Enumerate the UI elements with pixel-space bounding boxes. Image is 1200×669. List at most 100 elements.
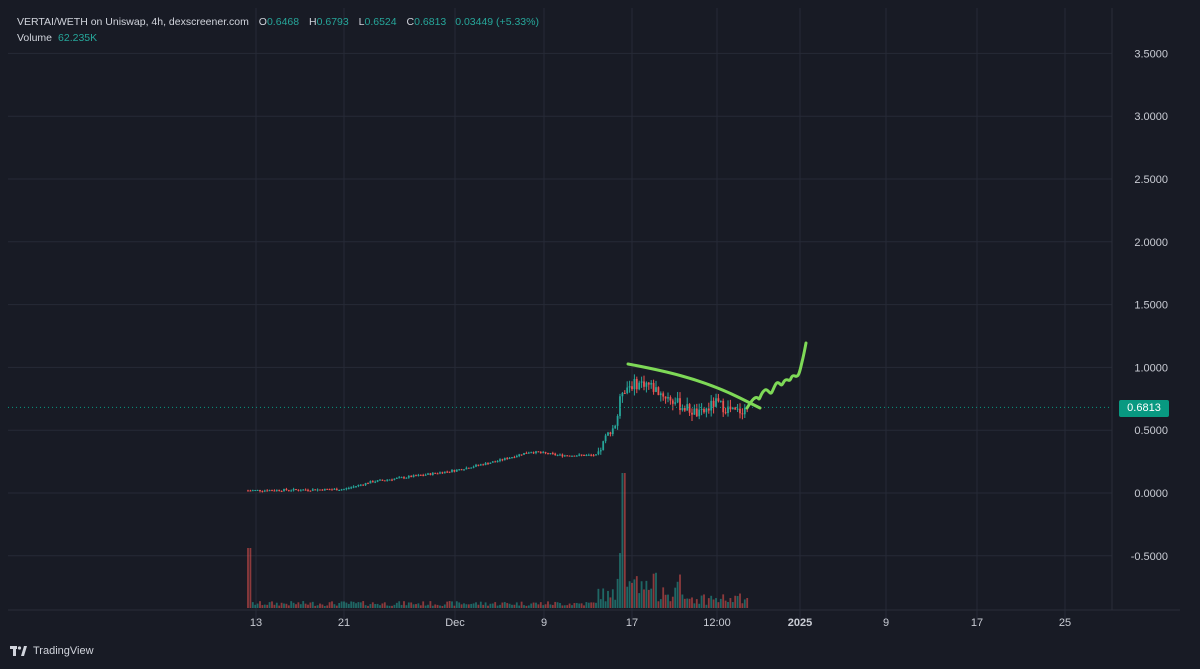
volume-bar (503, 602, 506, 608)
volume-bar (321, 604, 324, 608)
candle-body (403, 477, 405, 479)
y-tick-label: 0.0000 (1134, 488, 1168, 500)
volume-bar (299, 604, 302, 608)
candle-body (249, 490, 252, 492)
candle-body (285, 489, 288, 491)
candle-body (578, 454, 581, 456)
volume-bar (266, 604, 269, 608)
candle-body (415, 475, 417, 477)
candle-body (247, 490, 249, 492)
candle-body (695, 408, 698, 417)
candle-body (621, 392, 624, 397)
volume-bar (491, 603, 494, 608)
volume-bar (448, 601, 451, 608)
candle-body (381, 479, 384, 481)
volume-bar (283, 603, 285, 608)
candle-body (513, 457, 516, 459)
candle-body (487, 462, 489, 464)
candle-body (527, 452, 530, 454)
candle-body (523, 452, 525, 455)
candle-body (496, 461, 499, 463)
volume-bar (422, 601, 425, 608)
volume-bar (683, 598, 686, 608)
volume-bar (393, 604, 396, 608)
x-tick-label: 9 (541, 617, 547, 629)
volume-bar (585, 602, 588, 608)
volume-bar (657, 601, 660, 608)
candle-body (302, 489, 305, 491)
volume-bar (619, 553, 621, 608)
volume-bar (501, 602, 504, 608)
candle-body (386, 479, 389, 481)
candle-body (374, 481, 377, 483)
volume-bar (278, 605, 281, 608)
volume-bar (578, 603, 581, 608)
brand-label: TradingView (33, 645, 94, 657)
y-tick-label: 2.0000 (1134, 237, 1168, 249)
volume-bar (302, 601, 305, 608)
volume-bar (489, 603, 492, 608)
volume-bar (693, 603, 696, 608)
volume-bar (434, 604, 437, 608)
tradingview-brand[interactable]: TradingView (10, 645, 94, 657)
candle-body (652, 382, 655, 392)
candle-body (703, 409, 705, 413)
volume-bar (539, 602, 542, 608)
x-tick-label: 17 (626, 617, 638, 629)
volume-bar (607, 590, 609, 608)
volume-bar (463, 603, 465, 608)
y-tick-label: 0.5000 (1134, 425, 1168, 437)
volume-bar (328, 602, 331, 608)
volume-bar (441, 605, 444, 608)
candle-body (441, 472, 444, 474)
candle-body (499, 459, 501, 462)
volume-bar (496, 605, 499, 608)
volume-bar (506, 603, 509, 608)
volume-bar (633, 579, 636, 608)
candle-body (283, 489, 285, 492)
volume-bar (247, 548, 249, 608)
volume-bar (271, 601, 273, 608)
volume-bar (595, 602, 597, 608)
candle-body (345, 488, 348, 490)
y-tick-label: 1.0000 (1134, 362, 1168, 374)
candle-body (295, 488, 297, 490)
volume-bar (386, 605, 389, 608)
candle-body (299, 490, 302, 492)
candle-body (647, 382, 650, 385)
candle-body (592, 455, 595, 457)
volume-bar (743, 599, 746, 608)
x-tick-label: 17 (971, 617, 983, 629)
candle-body (388, 479, 391, 481)
volume-label: Volume (17, 32, 53, 44)
candle-body (715, 398, 717, 407)
candle-body (367, 483, 369, 485)
candle-body (712, 400, 715, 407)
candle-body (705, 408, 708, 413)
candle-body (573, 455, 576, 457)
candle-body (319, 489, 321, 491)
candle-body (436, 473, 439, 475)
candle-body (736, 408, 739, 410)
candle-body (635, 378, 638, 390)
candle-body (638, 382, 641, 390)
x-tick-label: 2025 (788, 617, 812, 629)
volume-bar (547, 601, 549, 608)
volume-bar (626, 586, 629, 608)
candle-body (419, 474, 422, 476)
volume-bar (717, 602, 720, 608)
candle-body (371, 481, 374, 483)
candle-body (309, 490, 312, 492)
candle-body (717, 398, 720, 402)
candle-body (729, 406, 732, 410)
candle-body (731, 407, 734, 410)
x-tick-label: 25 (1059, 617, 1071, 629)
candle-body (503, 458, 506, 461)
candle-body (484, 462, 487, 465)
volume-bar (383, 602, 386, 608)
candle-body (328, 489, 331, 491)
candle-body (412, 475, 415, 478)
volume-bar (537, 604, 540, 608)
candle-body (331, 489, 333, 491)
